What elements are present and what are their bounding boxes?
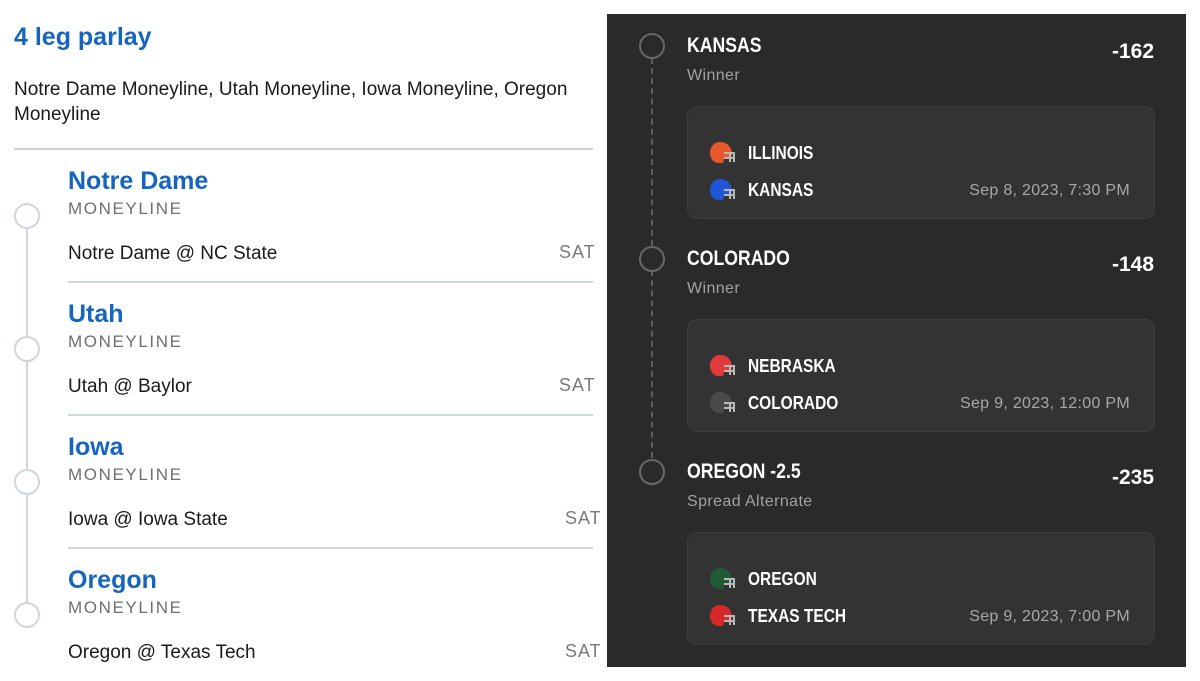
helmet-icon: [708, 566, 736, 592]
parlay-slip-panel: 4 leg parlay Notre Dame Moneyline, Utah …: [14, 23, 600, 663]
team-name: OREGON: [748, 568, 817, 589]
team-row: COLORADO: [708, 390, 853, 416]
leg-timeline-node: [14, 203, 40, 229]
leg-timeline-node: [14, 469, 40, 495]
helmet-icon: [708, 140, 736, 166]
divider: [14, 148, 593, 150]
leg-team-name[interactable]: Oregon: [68, 566, 157, 594]
pick-type: Winner: [687, 280, 741, 297]
divider: [68, 414, 593, 416]
divider: [68, 547, 593, 549]
team-row: NEBRASKA: [708, 353, 850, 379]
team-row: KANSAS: [708, 177, 824, 203]
pick-name: COLORADO: [687, 247, 790, 270]
game-card[interactable]: OREGON TEXAS TECH Sep 9, 2023, 7:00 PM: [687, 532, 1155, 645]
pick-name: KANSAS: [687, 34, 762, 57]
leg-matchup: Utah @ Baylor: [68, 376, 192, 397]
helmet-icon: [708, 353, 736, 379]
team-row: TEXAS TECH: [708, 603, 862, 629]
leg-matchup: Notre Dame @ NC State: [68, 243, 278, 264]
leg-market-label: MONEYLINE: [68, 465, 183, 484]
divider: [68, 281, 593, 283]
leg-timeline-node: [14, 336, 40, 362]
team-name: KANSAS: [748, 179, 814, 200]
game-card[interactable]: NEBRASKA COLORADO Sep 9, 2023, 12:00 PM: [687, 319, 1155, 432]
pick-timeline-node: [639, 246, 665, 272]
bet-slip-panel: KANSAS -162 Winner ILLINOIS KANSAS Sep 8…: [607, 14, 1186, 667]
leg-team-name[interactable]: Iowa: [68, 433, 124, 461]
game-card[interactable]: ILLINOIS KANSAS Sep 8, 2023, 7:30 PM: [687, 106, 1155, 219]
leg-market-label: MONEYLINE: [68, 199, 183, 218]
pick-name: OREGON -2.5: [687, 460, 801, 483]
game-date: Sep 9, 2023, 7:00 PM: [969, 608, 1130, 625]
pick-timeline-node: [639, 33, 665, 59]
pick-odds: -148: [1111, 253, 1154, 276]
pick-timeline-node: [639, 459, 665, 485]
team-name: NEBRASKA: [748, 355, 836, 376]
leg-day: SAT: [559, 375, 596, 395]
game-date: Sep 9, 2023, 12:00 PM: [960, 395, 1130, 412]
game-date: Sep 8, 2023, 7:30 PM: [969, 182, 1130, 199]
leg-day: SAT: [565, 508, 600, 528]
team-row: ILLINOIS: [708, 140, 824, 166]
parlay-title: 4 leg parlay: [14, 23, 152, 51]
helmet-icon: [708, 390, 736, 416]
team-name: COLORADO: [748, 392, 839, 413]
team-row: OREGON: [708, 566, 828, 592]
leg-matchup: Oregon @ Texas Tech: [68, 642, 256, 663]
parlay-description: Notre Dame Moneyline, Utah Moneyline, Io…: [14, 79, 568, 125]
pick-odds: -235: [1111, 466, 1154, 489]
leg-timeline-node: [14, 602, 40, 628]
leg-timeline-track: [26, 216, 28, 616]
team-name: ILLINOIS: [748, 142, 814, 163]
leg-day: SAT: [559, 242, 596, 262]
pick-odds: -162: [1111, 40, 1154, 63]
team-name: TEXAS TECH: [748, 605, 847, 626]
pick-type: Winner: [687, 67, 741, 84]
leg-market-label: MONEYLINE: [68, 332, 183, 351]
leg-team-name[interactable]: Notre Dame: [68, 167, 209, 195]
helmet-icon: [708, 603, 736, 629]
leg-team-name[interactable]: Utah: [68, 300, 124, 328]
leg-matchup: Iowa @ Iowa State: [68, 509, 228, 530]
leg-day: SAT: [565, 641, 600, 661]
pick-type: Spread Alternate: [687, 493, 813, 510]
leg-market-label: MONEYLINE: [68, 598, 183, 617]
helmet-icon: [708, 177, 736, 203]
